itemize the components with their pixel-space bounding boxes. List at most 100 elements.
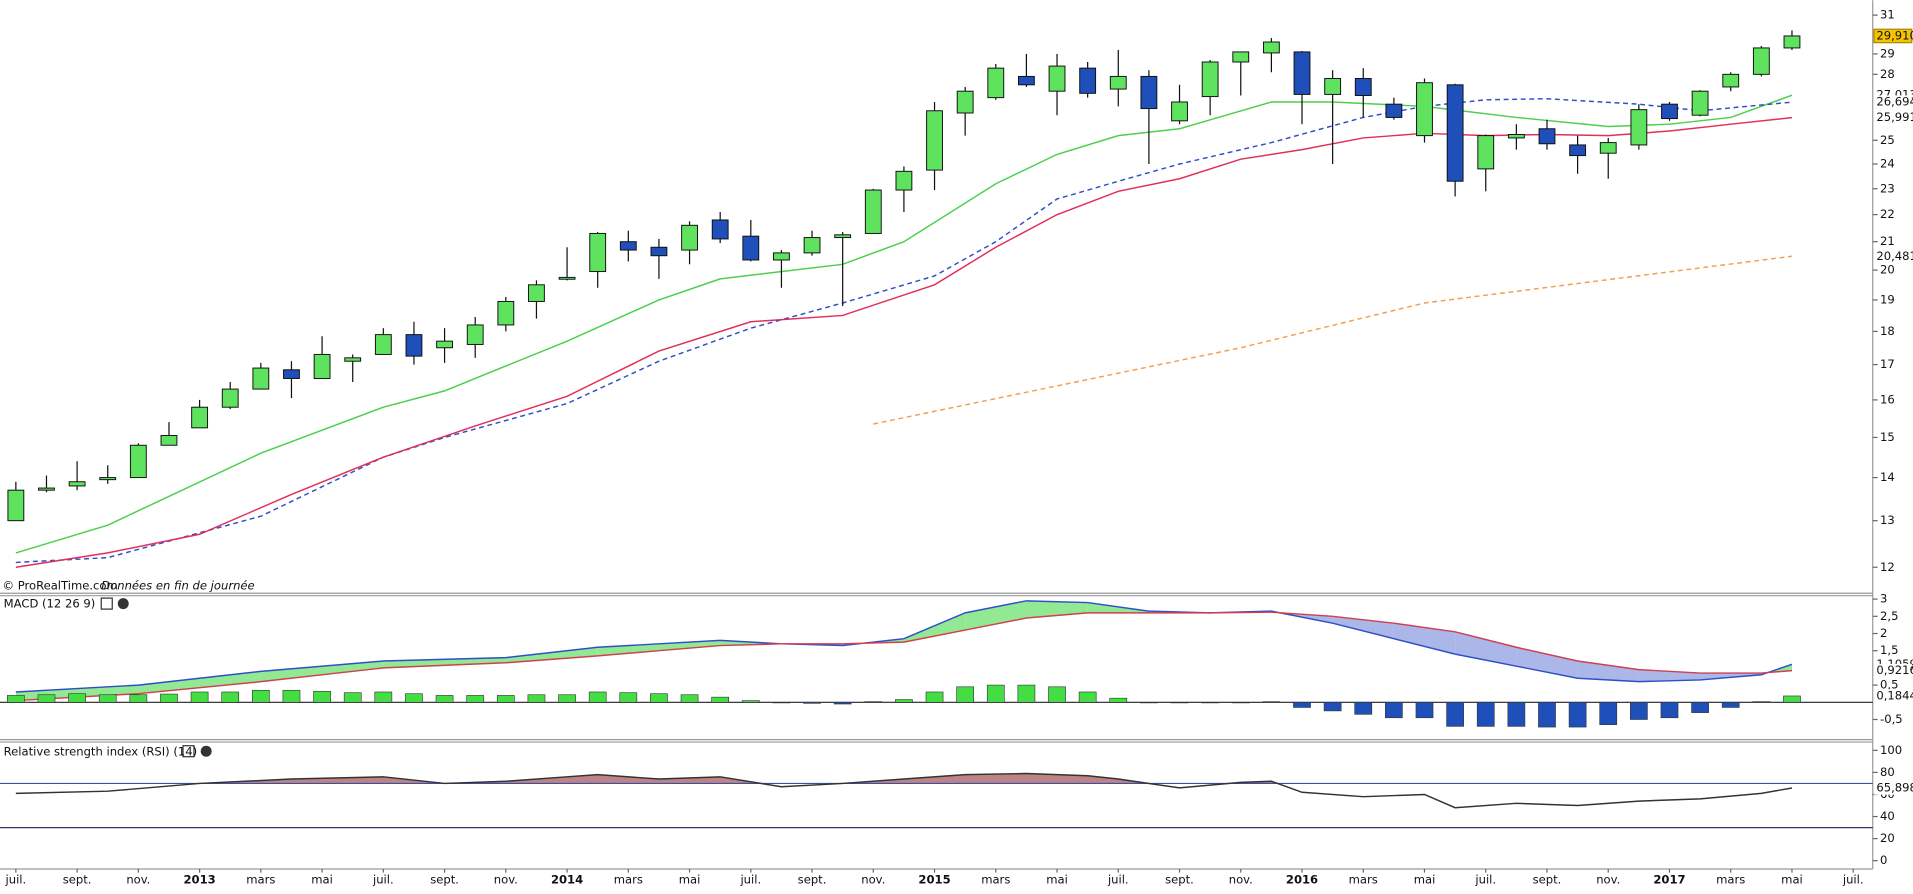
y-tick-label: 29 [1880,46,1895,60]
x-tick-label: juil. [739,872,761,886]
y-tick-label: 31 [1880,8,1895,22]
x-tick-label: mars [981,872,1010,886]
x-tick-label: sept. [1533,872,1562,886]
histogram-bar [435,695,454,703]
y-tick-label: 19 [1880,292,1895,306]
y-tick-label: 16 [1880,392,1895,406]
candle-body [283,369,300,379]
histogram-bar [1446,701,1464,727]
histogram-bar [1660,701,1679,719]
candle-body [252,367,270,390]
y-tick-label: 22 [1880,207,1895,221]
value-label-box [1873,689,1912,703]
x-tick-label: mai [311,872,333,886]
histogram-bar [619,692,638,703]
candle-body [1354,78,1372,96]
histogram-bar [1752,701,1771,703]
value-label: 29,910 [1876,28,1913,42]
candle-body [344,357,362,362]
macd-fill [260,661,384,682]
value-label: 25,991 [1876,110,1913,124]
moving-average [873,255,1793,425]
histogram-bar [496,695,515,703]
candle-body [558,276,576,280]
histogram-bar [1231,701,1250,704]
candle-body [221,388,239,408]
candle-body [38,487,55,491]
x-tick-label: sept. [798,872,827,886]
candle-body [1416,82,1433,137]
candle-body [1109,75,1127,90]
macd-fill [505,647,598,663]
y-tick-label: 23 [1880,181,1895,195]
x-tick-label: 2015 [918,872,950,886]
histogram-bar [405,693,423,703]
x-tick-label: sept. [1165,872,1194,886]
x-tick-label: juil. [1474,872,1496,886]
candle-body [191,406,209,429]
source: © ProRealTime.com [2,578,117,592]
candle-body [1262,41,1280,54]
x-tick-label: nov. [494,872,518,886]
close-icon[interactable] [200,745,212,757]
x-tick-label: sept. [430,872,459,886]
histogram-bar [1017,684,1036,703]
candle-body [834,234,852,239]
candle-body [497,300,515,326]
histogram-bar [343,692,362,703]
y-tick-label: 0 [1880,853,1887,867]
candle-body [436,340,453,349]
histogram-bar [98,694,117,703]
candle-body [1140,75,1158,110]
macd-fill [383,657,506,668]
candle-body [1171,101,1188,122]
moving-average [15,94,1793,554]
value-label: 26,694 [1876,95,1913,109]
histogram-bar [1630,701,1648,720]
candle-body [528,284,545,302]
candle-body [1446,84,1464,182]
histogram-bar [925,691,944,703]
histogram-bar [588,691,607,703]
histogram-bar [1721,701,1740,708]
window-icon[interactable] [182,745,195,758]
histogram-bar [527,694,546,703]
candle-body [160,435,178,446]
candle-body [1477,135,1495,170]
histogram-bar [251,689,270,703]
y-tick-label: 25 [1880,133,1895,147]
x-tick-label: sept. [63,872,92,886]
candle-body [99,477,117,481]
histogram-bar [1140,701,1158,704]
candle-body [405,334,423,357]
histogram-bar [650,693,668,703]
value-label: 20,481 [1876,249,1913,263]
candle-body [1783,35,1801,49]
panel-icons[interactable] [100,597,212,758]
histogram-bar [895,699,913,703]
histogram-bar [374,691,393,703]
x-tick-label: nov. [1229,872,1253,886]
y-tick-label: 1,5 [1880,643,1898,657]
histogram-bar [1691,701,1709,713]
histogram-bar [221,691,240,703]
frame [0,0,1874,870]
window-icon[interactable] [100,597,113,610]
x-tick-label: nov. [1596,872,1620,886]
histogram-bar [1415,701,1434,719]
x-tick-label: juil. [1842,872,1864,886]
candle-body [1079,67,1097,94]
candle-body [987,67,1005,99]
y-tick-label: 40 [1880,809,1895,823]
histogram-bar [741,700,760,703]
x-tick-label: juil. [372,872,394,886]
note: Données en fin de journée [101,578,254,592]
y-tick-label: 12 [1880,560,1895,574]
histogram-bar [1048,686,1066,703]
close-icon[interactable] [117,598,129,610]
value-label: 0,9216 [1876,663,1913,677]
rsi-line [15,772,1793,809]
candle-body [1599,142,1617,154]
histogram-bar [1354,701,1373,715]
